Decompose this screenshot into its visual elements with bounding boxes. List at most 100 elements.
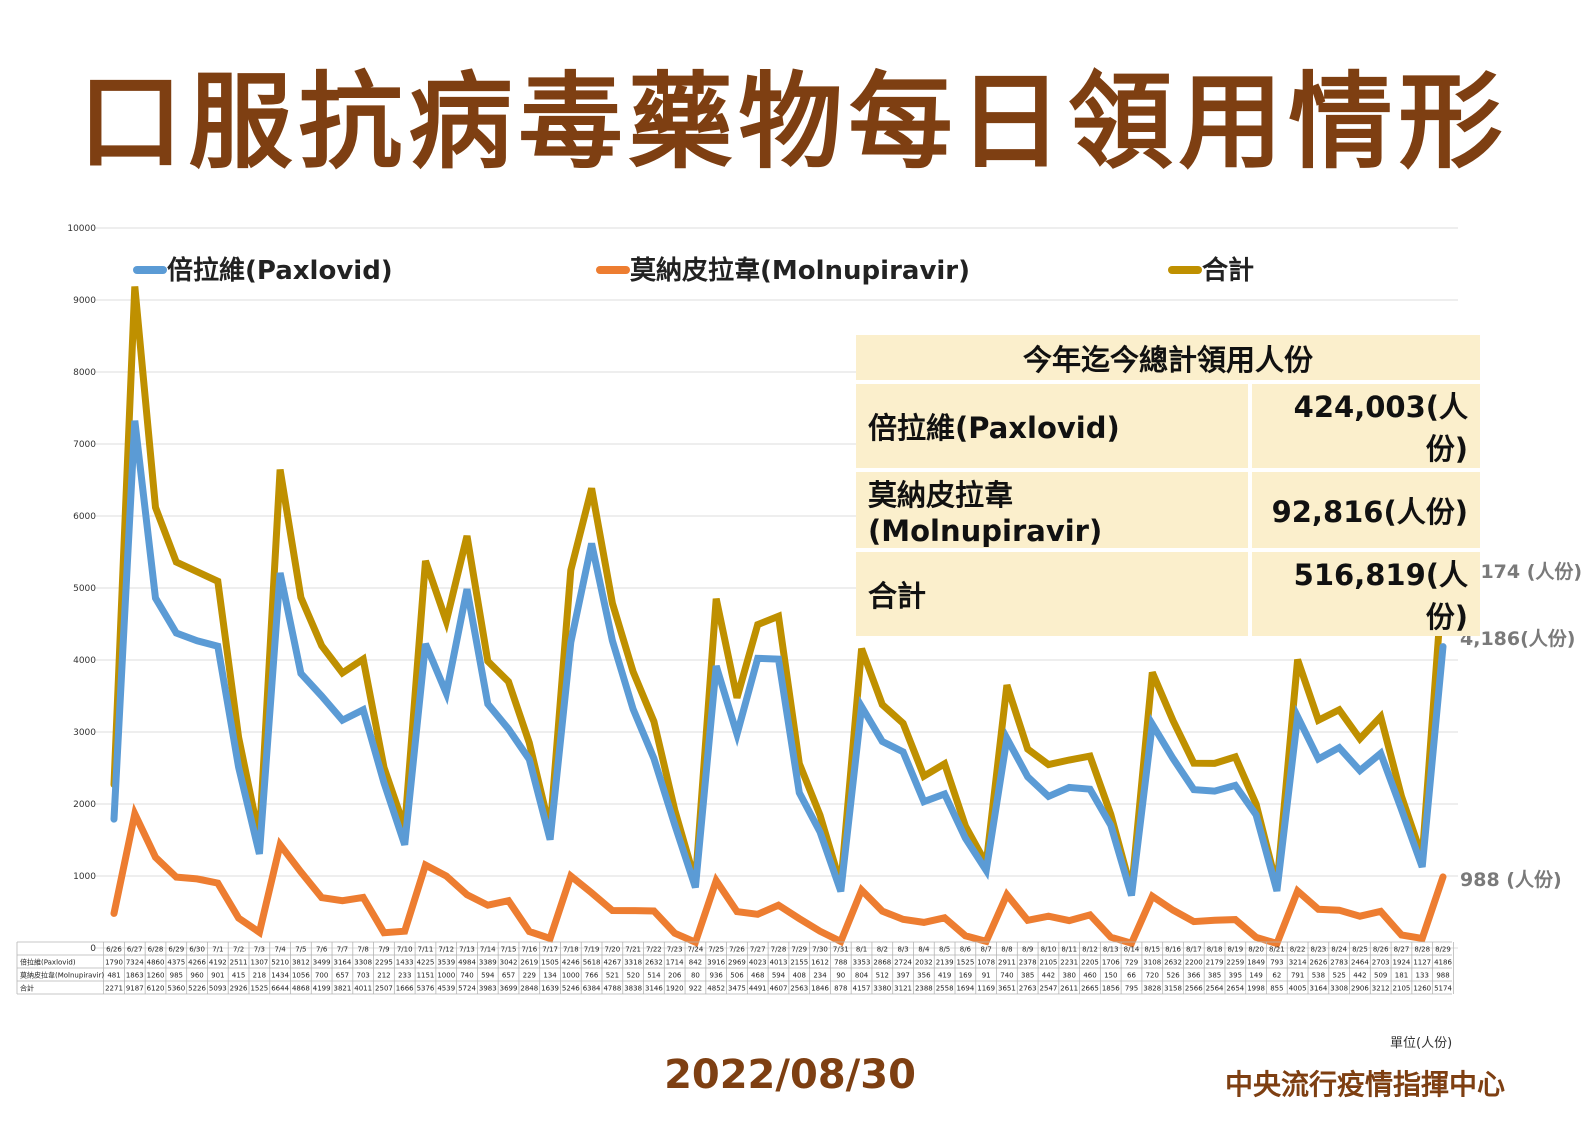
table-cell: 514	[647, 972, 661, 980]
table-cell: 2295	[375, 959, 393, 967]
table-cell: 2969	[728, 959, 746, 967]
y-tick-label: 8000	[73, 368, 96, 378]
summary-row: 莫納皮拉韋(Molnupiravir) 92,816(人份)	[856, 472, 1480, 548]
table-cell: 657	[502, 972, 515, 980]
table-cell: 212	[377, 972, 390, 980]
table-cell: 3651	[998, 985, 1016, 993]
table-cell: 720	[1146, 972, 1159, 980]
summary-row: 倍拉維(Paxlovid) 424,003(人份)	[856, 384, 1480, 468]
table-cell: 878	[834, 985, 847, 993]
table-cell: 2271	[105, 985, 123, 993]
table-cell: 1434	[271, 972, 289, 980]
table-cell: 442	[1353, 972, 1366, 980]
x-tick-label: 7/23	[667, 946, 683, 954]
table-cell: 3821	[334, 985, 352, 993]
table-cell: 234	[813, 972, 827, 980]
table-cell: 520	[626, 972, 639, 980]
table-cell: 3812	[292, 959, 310, 967]
table-cell: 1846	[811, 985, 829, 993]
table-cell: 2558	[936, 985, 954, 993]
x-tick-label: 7/18	[563, 946, 579, 954]
table-cell: 985	[170, 972, 183, 980]
table-cell: 1169	[977, 985, 995, 993]
table-cell: 936	[710, 972, 724, 980]
series-lines	[110, 286, 1447, 948]
table-cell: 509	[1374, 972, 1387, 980]
organization-name: 中央流行疫情指揮中心	[1225, 1068, 1506, 1101]
table-cell: 2703	[1372, 959, 1390, 967]
x-tick-label: 8/26	[1373, 946, 1389, 954]
x-tick-label: 7/12	[438, 946, 454, 954]
summary-label: 倍拉維(Paxlovid)	[856, 384, 1248, 468]
table-cell: 2611	[1060, 985, 1078, 993]
x-tick-label: 7/15	[501, 946, 517, 954]
table-cell: 2378	[1019, 959, 1037, 967]
x-tick-label: 6/27	[127, 946, 143, 954]
table-cell: 3916	[707, 959, 725, 967]
table-cell: 2926	[230, 985, 248, 993]
table-cell: 4984	[458, 959, 476, 967]
table-cell: 3164	[1309, 985, 1327, 993]
table-cell: 594	[772, 972, 786, 980]
table-cell: 1525	[956, 959, 974, 967]
table-cell: 3828	[1143, 985, 1161, 993]
x-tick-label: 8/14	[1124, 946, 1140, 954]
table-cell: 4192	[209, 959, 227, 967]
x-tick-label: 8/25	[1352, 946, 1368, 954]
table-cell: 804	[855, 972, 869, 980]
table-cell: 4186	[1434, 959, 1452, 967]
table-cell: 419	[938, 972, 951, 980]
y-axis: 0 1000 2000 3000 4000 5000 6000 7000 8000 9000 100…	[67, 224, 96, 954]
table-cell: 3158	[1164, 985, 1182, 993]
table-cell: 9187	[126, 985, 144, 993]
table-cell: 1307	[250, 959, 268, 967]
table-cell: 460	[1083, 972, 1096, 980]
legend-item-molnupiravir: 莫納皮拉韋(Molnupiravir)	[596, 255, 970, 286]
x-tick-label: 8/3	[897, 946, 908, 954]
table-cell: 150	[1104, 972, 1117, 980]
x-tick-label: 7/25	[708, 946, 724, 954]
x-tick-label: 8/16	[1165, 946, 1181, 954]
table-cell: 481	[107, 972, 120, 980]
end-label-molnupiravir: 988 (人份)	[1460, 868, 1562, 891]
x-tick-label: 8/27	[1394, 946, 1410, 954]
table-cell: 960	[190, 972, 203, 980]
page-title: 口服抗病毒藥物每日領用情形	[78, 61, 1509, 183]
x-tick-label: 7/10	[397, 946, 413, 954]
table-cell: 4607	[770, 985, 788, 993]
table-cell: 149	[1249, 972, 1262, 980]
table-cell: 1433	[396, 959, 414, 967]
table-cell: 2848	[520, 985, 538, 993]
table-cell: 4852	[707, 985, 725, 993]
table-cell: 3353	[853, 959, 871, 967]
legend-label: 倍拉維(Paxlovid)	[167, 255, 393, 286]
y-tick-label: 9000	[73, 296, 96, 306]
table-cell: 4266	[188, 959, 206, 967]
y-tick-label: 10000	[67, 224, 96, 234]
x-tick-label: 7/27	[750, 946, 766, 954]
table-cell: 5226	[188, 985, 206, 993]
summary-label: 合計	[856, 552, 1248, 636]
table-cell: 1863	[126, 972, 144, 980]
table-cell: 5376	[417, 985, 435, 993]
table-cell: 3838	[624, 985, 642, 993]
table-cell: 766	[585, 972, 599, 980]
series-line-molnupiravir	[110, 803, 1447, 948]
table-cell: 922	[689, 985, 702, 993]
table-cell: 1505	[541, 959, 559, 967]
y-tick-label: 0	[90, 944, 96, 954]
table-cell: 2259	[1226, 959, 1244, 967]
table-cell: 700	[315, 972, 328, 980]
summary-header-row: 今年迄今總計領用人份	[856, 335, 1480, 380]
table-cell: 538	[1312, 972, 1325, 980]
table-cell: 4868	[292, 985, 310, 993]
unit-note: 單位(人份)	[1390, 1036, 1453, 1051]
table-cell: 2464	[1351, 959, 1369, 967]
table-cell: 2231	[1060, 959, 1078, 967]
summary-value: 424,003(人份)	[1248, 384, 1480, 468]
table-cell: 2763	[1019, 985, 1037, 993]
x-tick-label: 7/22	[646, 946, 662, 954]
table-cell: 80	[691, 972, 700, 980]
table-cell: 855	[1270, 985, 1283, 993]
x-tick-label: 8/18	[1207, 946, 1223, 954]
